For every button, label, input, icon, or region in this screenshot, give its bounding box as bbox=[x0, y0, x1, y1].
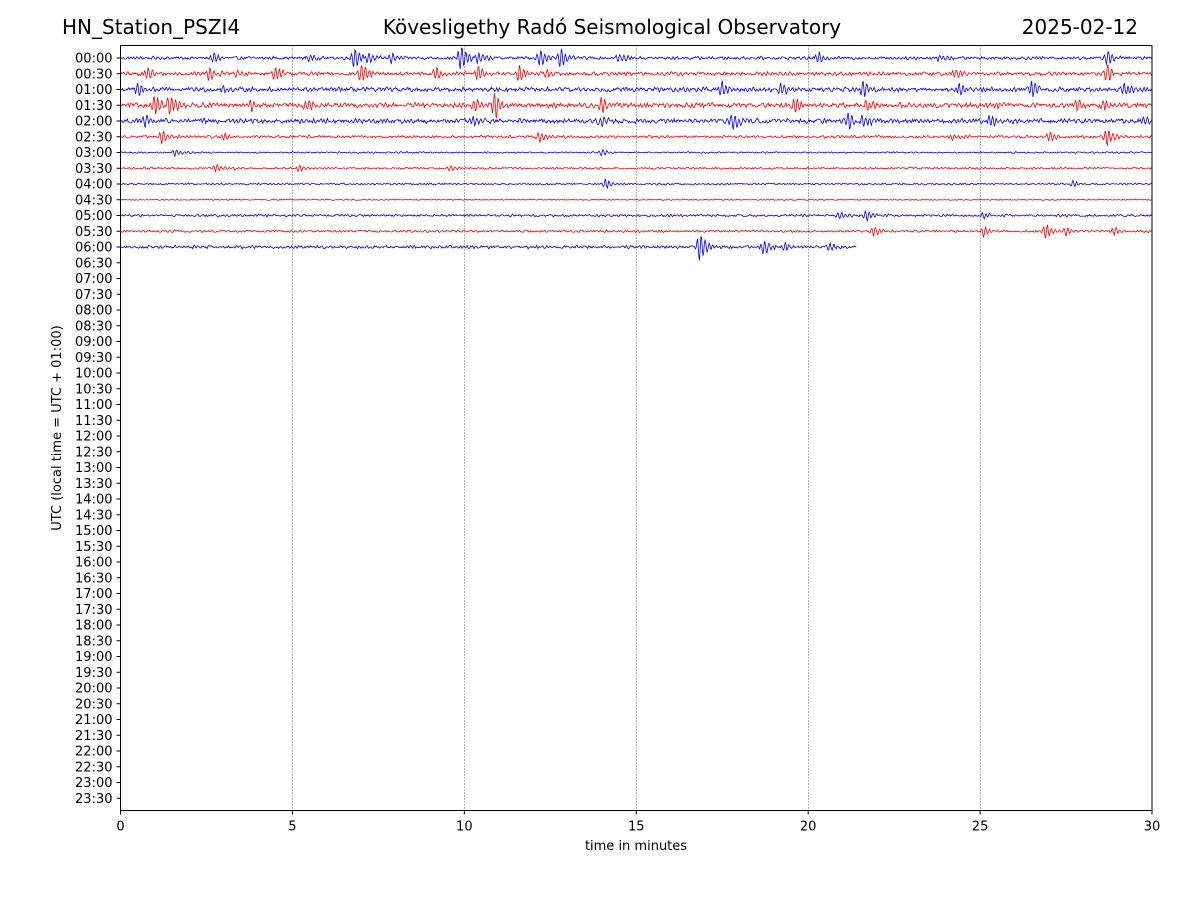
trace-0130 bbox=[120, 93, 1153, 119]
y-tick-label: 08:00 bbox=[75, 304, 112, 319]
y-tick-label: 11:00 bbox=[75, 398, 112, 413]
x-tick-label: 10 bbox=[456, 820, 473, 835]
y-tick-label: 10:30 bbox=[75, 382, 112, 397]
y-tick-label: 08:30 bbox=[75, 319, 112, 334]
y-axis-ticks: 00:0000:3001:0001:3002:0002:3003:0003:30… bbox=[75, 52, 121, 807]
y-tick-label: 13:00 bbox=[75, 461, 112, 476]
x-tick-label: 20 bbox=[800, 820, 817, 835]
y-tick-label: 11:30 bbox=[75, 414, 112, 429]
y-tick-label: 15:00 bbox=[75, 524, 112, 539]
y-tick-label: 21:00 bbox=[75, 713, 112, 728]
x-axis-ticks: 0 5 10 15 20 25 30 bbox=[116, 810, 1161, 835]
x-tick-label: 5 bbox=[288, 820, 296, 835]
y-tick-label: 13:30 bbox=[75, 477, 112, 492]
y-tick-label: 21:30 bbox=[75, 729, 112, 744]
y-tick-label: 17:30 bbox=[75, 603, 112, 618]
observatory-title: Kövesligethy Radó Seismological Observat… bbox=[382, 15, 842, 39]
y-tick-label: 10:00 bbox=[75, 367, 112, 382]
grid-layer bbox=[292, 45, 981, 811]
y-tick-label: 04:00 bbox=[75, 178, 112, 193]
record-date: 2025-02-12 bbox=[1021, 15, 1138, 39]
y-tick-label: 04:30 bbox=[75, 193, 112, 208]
station-name: HN_Station_PSZI4 bbox=[62, 15, 241, 39]
y-tick-label: 01:30 bbox=[75, 99, 112, 114]
trace-0530 bbox=[120, 223, 1153, 239]
y-tick-label: 03:00 bbox=[75, 146, 112, 161]
y-tick-label: 05:30 bbox=[75, 225, 112, 240]
x-axis-label: time in minutes bbox=[585, 839, 687, 854]
trace-0600 bbox=[120, 236, 857, 261]
y-tick-label: 19:00 bbox=[75, 650, 112, 665]
y-tick-label: 18:30 bbox=[75, 634, 112, 649]
y-tick-label: 14:30 bbox=[75, 508, 112, 523]
y-tick-label: 06:00 bbox=[75, 241, 112, 256]
y-tick-label: 22:30 bbox=[75, 760, 112, 775]
x-tick-label: 30 bbox=[1144, 820, 1161, 835]
x-tick-label: 25 bbox=[972, 820, 989, 835]
y-tick-label: 00:30 bbox=[75, 67, 112, 82]
trace-0230 bbox=[120, 130, 1153, 146]
x-tick-label: 0 bbox=[116, 820, 124, 835]
y-tick-label: 12:00 bbox=[75, 430, 112, 445]
y-tick-label: 22:00 bbox=[75, 745, 112, 760]
y-tick-label: 23:00 bbox=[75, 776, 112, 791]
y-tick-label: 12:30 bbox=[75, 445, 112, 460]
y-tick-label: 15:30 bbox=[75, 540, 112, 555]
y-tick-label: 06:30 bbox=[75, 256, 112, 271]
trace-0000 bbox=[120, 47, 1153, 70]
x-tick-label: 15 bbox=[628, 820, 645, 835]
y-tick-label: 09:30 bbox=[75, 351, 112, 366]
y-tick-label: 16:30 bbox=[75, 571, 112, 586]
y-tick-label: 07:30 bbox=[75, 288, 112, 303]
trace-0100 bbox=[120, 80, 1153, 98]
trace-0430 bbox=[120, 198, 1153, 201]
y-tick-label: 16:00 bbox=[75, 556, 112, 571]
y-tick-label: 17:00 bbox=[75, 587, 112, 602]
y-tick-label: 05:00 bbox=[75, 209, 112, 224]
trace-layer bbox=[120, 47, 1153, 261]
y-tick-label: 19:30 bbox=[75, 666, 112, 681]
y-axis-label: UTC (local time = UTC + 01:00) bbox=[50, 325, 65, 530]
y-tick-label: 02:30 bbox=[75, 130, 112, 145]
y-tick-label: 18:00 bbox=[75, 619, 112, 634]
y-tick-label: 23:30 bbox=[75, 792, 112, 807]
y-tick-label: 03:30 bbox=[75, 162, 112, 177]
y-tick-label: 00:00 bbox=[75, 52, 112, 67]
y-tick-label: 02:00 bbox=[75, 115, 112, 130]
y-tick-label: 07:00 bbox=[75, 272, 112, 287]
y-tick-label: 14:00 bbox=[75, 493, 112, 508]
y-tick-label: 01:00 bbox=[75, 83, 112, 98]
y-tick-label: 20:00 bbox=[75, 682, 112, 697]
trace-0400 bbox=[120, 178, 1153, 190]
y-tick-label: 09:00 bbox=[75, 335, 112, 350]
trace-0300 bbox=[120, 149, 1153, 158]
trace-0330 bbox=[120, 163, 1153, 173]
trace-0030 bbox=[120, 64, 1153, 81]
y-tick-label: 20:30 bbox=[75, 697, 112, 712]
trace-0200 bbox=[120, 112, 1153, 130]
trace-0500 bbox=[120, 209, 1153, 223]
